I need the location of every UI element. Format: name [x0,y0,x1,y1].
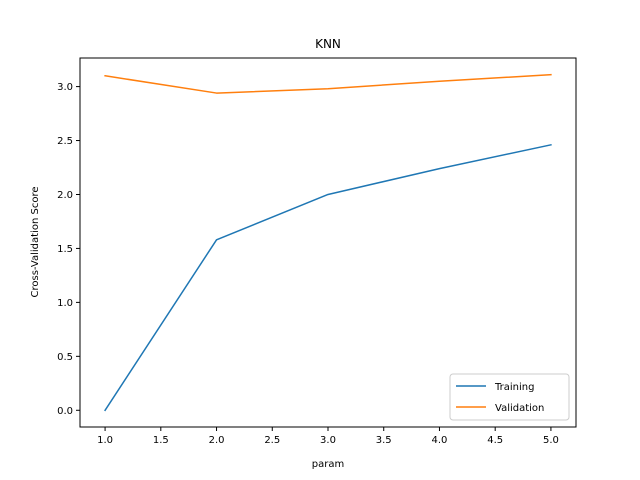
y-tick-label: 2.0 [57,190,73,201]
x-tick-label: 1.0 [97,435,113,446]
plot-frame [79,57,577,428]
x-axis-label: param [312,459,344,470]
y-tick-label: 0.5 [57,352,73,363]
x-tick-label: 4.5 [487,435,503,446]
x-tick-label: 1.5 [153,435,169,446]
y-tick-label: 1.5 [57,244,73,255]
x-tick-label: 4.0 [432,435,448,446]
y-axis-label: Cross-Validation Score [30,186,41,297]
y-tick-label: 1.0 [57,298,73,309]
x-tick-label: 3.5 [376,435,392,446]
ticks: 1.0 1.5 2.0 2.5 3.0 3.5 4.0 4.5 5.0 0.0 0.5 1.0 1.5 2… [57,82,559,446]
legend-label-validation: Validation [495,403,544,414]
x-tick-label: 5.0 [543,435,559,446]
series-line-validation [104,73,552,94]
chart-title: KNN [315,37,341,51]
x-tick-label: 3.0 [320,435,336,446]
legend: Training Validation [449,373,570,421]
x-tick-label: 2.0 [209,435,225,446]
y-tick-label: 2.5 [57,136,73,147]
series-lines [104,73,552,412]
legend-label-training: Training [494,382,534,393]
y-tick-label: 3.0 [57,82,73,93]
x-tick-label: 2.5 [264,435,280,446]
series-line-training [104,143,552,412]
y-tick-label: 0.0 [57,406,73,417]
